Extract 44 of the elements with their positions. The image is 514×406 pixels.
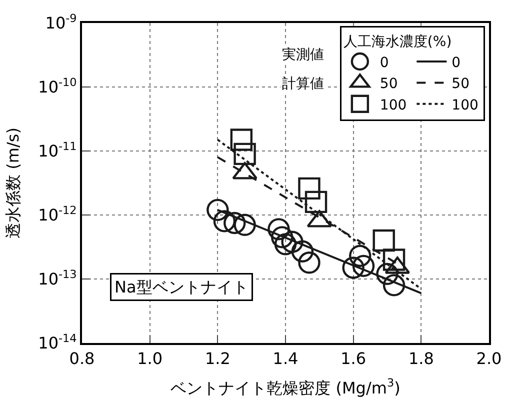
y-tick-label: 10$^{-12}$: [38, 204, 77, 225]
point: [342, 256, 364, 279]
point: [234, 142, 256, 166]
point: [206, 198, 229, 222]
point: [298, 252, 320, 274]
x-tick-label: 1.0: [137, 349, 163, 368]
point: [298, 177, 320, 200]
legend-label: 100: [452, 97, 478, 114]
point: [224, 212, 246, 234]
point: [291, 240, 314, 262]
x-tick-label: 1.4: [272, 349, 298, 368]
point: [304, 190, 328, 214]
point: [268, 218, 290, 240]
y-tick-label: 10$^{-9}$: [45, 12, 77, 33]
legend-label: 0: [380, 54, 389, 71]
x-tick-label: 1.2: [204, 349, 230, 368]
point: [376, 262, 398, 286]
y-tick-label: 10$^{-10}$: [38, 76, 77, 97]
x-tick-label: 1.8: [408, 349, 434, 368]
x-axis-title: ベントナイト乾燥密度 (Mg/m$^{3}$): [170, 376, 400, 398]
y-tick-label: 10$^{-11}$: [38, 140, 77, 161]
point: [349, 244, 372, 267]
point: [230, 128, 253, 151]
point: [213, 210, 236, 232]
annotation: 計算値: [282, 76, 324, 92]
legend-label: 0: [452, 54, 461, 71]
point: [372, 229, 395, 252]
x-tick-label: 1.6: [340, 349, 366, 368]
legend-label: 50: [380, 76, 398, 92]
point: [271, 226, 294, 248]
annotation: Na型ベントナイト: [114, 278, 248, 296]
legend-title: 人工海水濃度(%): [343, 34, 452, 50]
annotation: 実測値: [282, 47, 324, 63]
point: [281, 230, 304, 253]
y-tick-label: 10$^{-13}$: [38, 268, 77, 289]
y-axis-title: 透水係数 (m/s): [4, 128, 23, 238]
point: [234, 214, 256, 236]
point: [352, 254, 375, 278]
point: [382, 248, 406, 271]
point: [274, 233, 297, 256]
legend-label: 100: [380, 97, 407, 114]
point: [382, 274, 406, 296]
x-tick-label: 2.0: [476, 349, 502, 368]
legend-label: 50: [452, 76, 470, 92]
